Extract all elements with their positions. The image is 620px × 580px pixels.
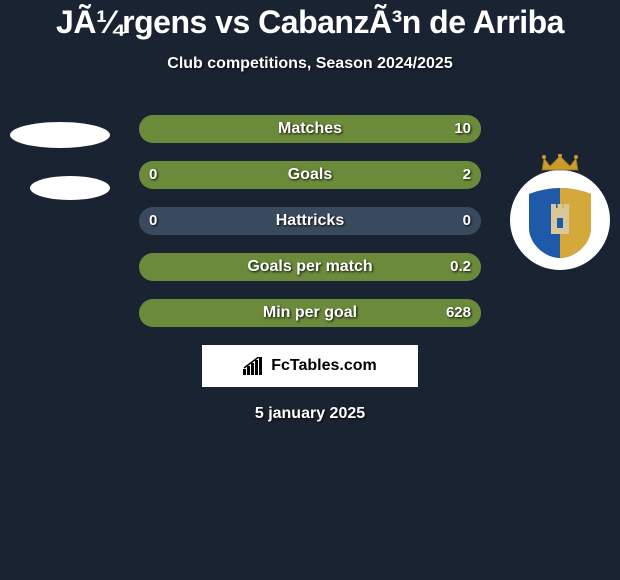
stats-comparison: Matches10Goals02Hattricks00Goals per mat…: [139, 115, 481, 327]
stat-row: Hattricks0 0: [139, 207, 481, 235]
stat-label: Goals: [139, 161, 481, 189]
crown-icon: [540, 154, 580, 172]
stat-row: Goals per match0.2: [139, 253, 481, 281]
bar-chart-icon: [243, 357, 265, 375]
right-club-badge: [510, 170, 610, 270]
stat-left-value: 0: [149, 161, 157, 189]
snapshot-date: 5 january 2025: [0, 405, 620, 423]
ellipse-shape: [10, 122, 110, 148]
stat-right-value: 0: [463, 207, 471, 235]
stat-label: Matches: [139, 115, 481, 143]
stat-label: Goals per match: [139, 253, 481, 281]
footer-label: FcTables.com: [271, 357, 377, 375]
stat-row: Goals0 2: [139, 161, 481, 189]
page-title: JÃ¼rgens vs CabanzÃ³n de Arriba: [0, 0, 620, 41]
stat-right-value: 2: [463, 161, 471, 189]
left-player-badge: [10, 120, 110, 220]
stat-label: Min per goal: [139, 299, 481, 327]
stat-right-value: 10: [454, 115, 471, 143]
shield-icon: [529, 188, 591, 258]
stat-left-value: 0: [149, 207, 157, 235]
page-subtitle: Club competitions, Season 2024/2025: [0, 55, 620, 73]
footer-attribution: FcTables.com: [202, 345, 418, 387]
stat-row: Min per goal628: [139, 299, 481, 327]
stat-right-value: 628: [446, 299, 471, 327]
ellipse-shape: [30, 176, 110, 200]
stat-label: Hattricks: [139, 207, 481, 235]
stat-right-value: 0.2: [450, 253, 471, 281]
stat-row: Matches10: [139, 115, 481, 143]
